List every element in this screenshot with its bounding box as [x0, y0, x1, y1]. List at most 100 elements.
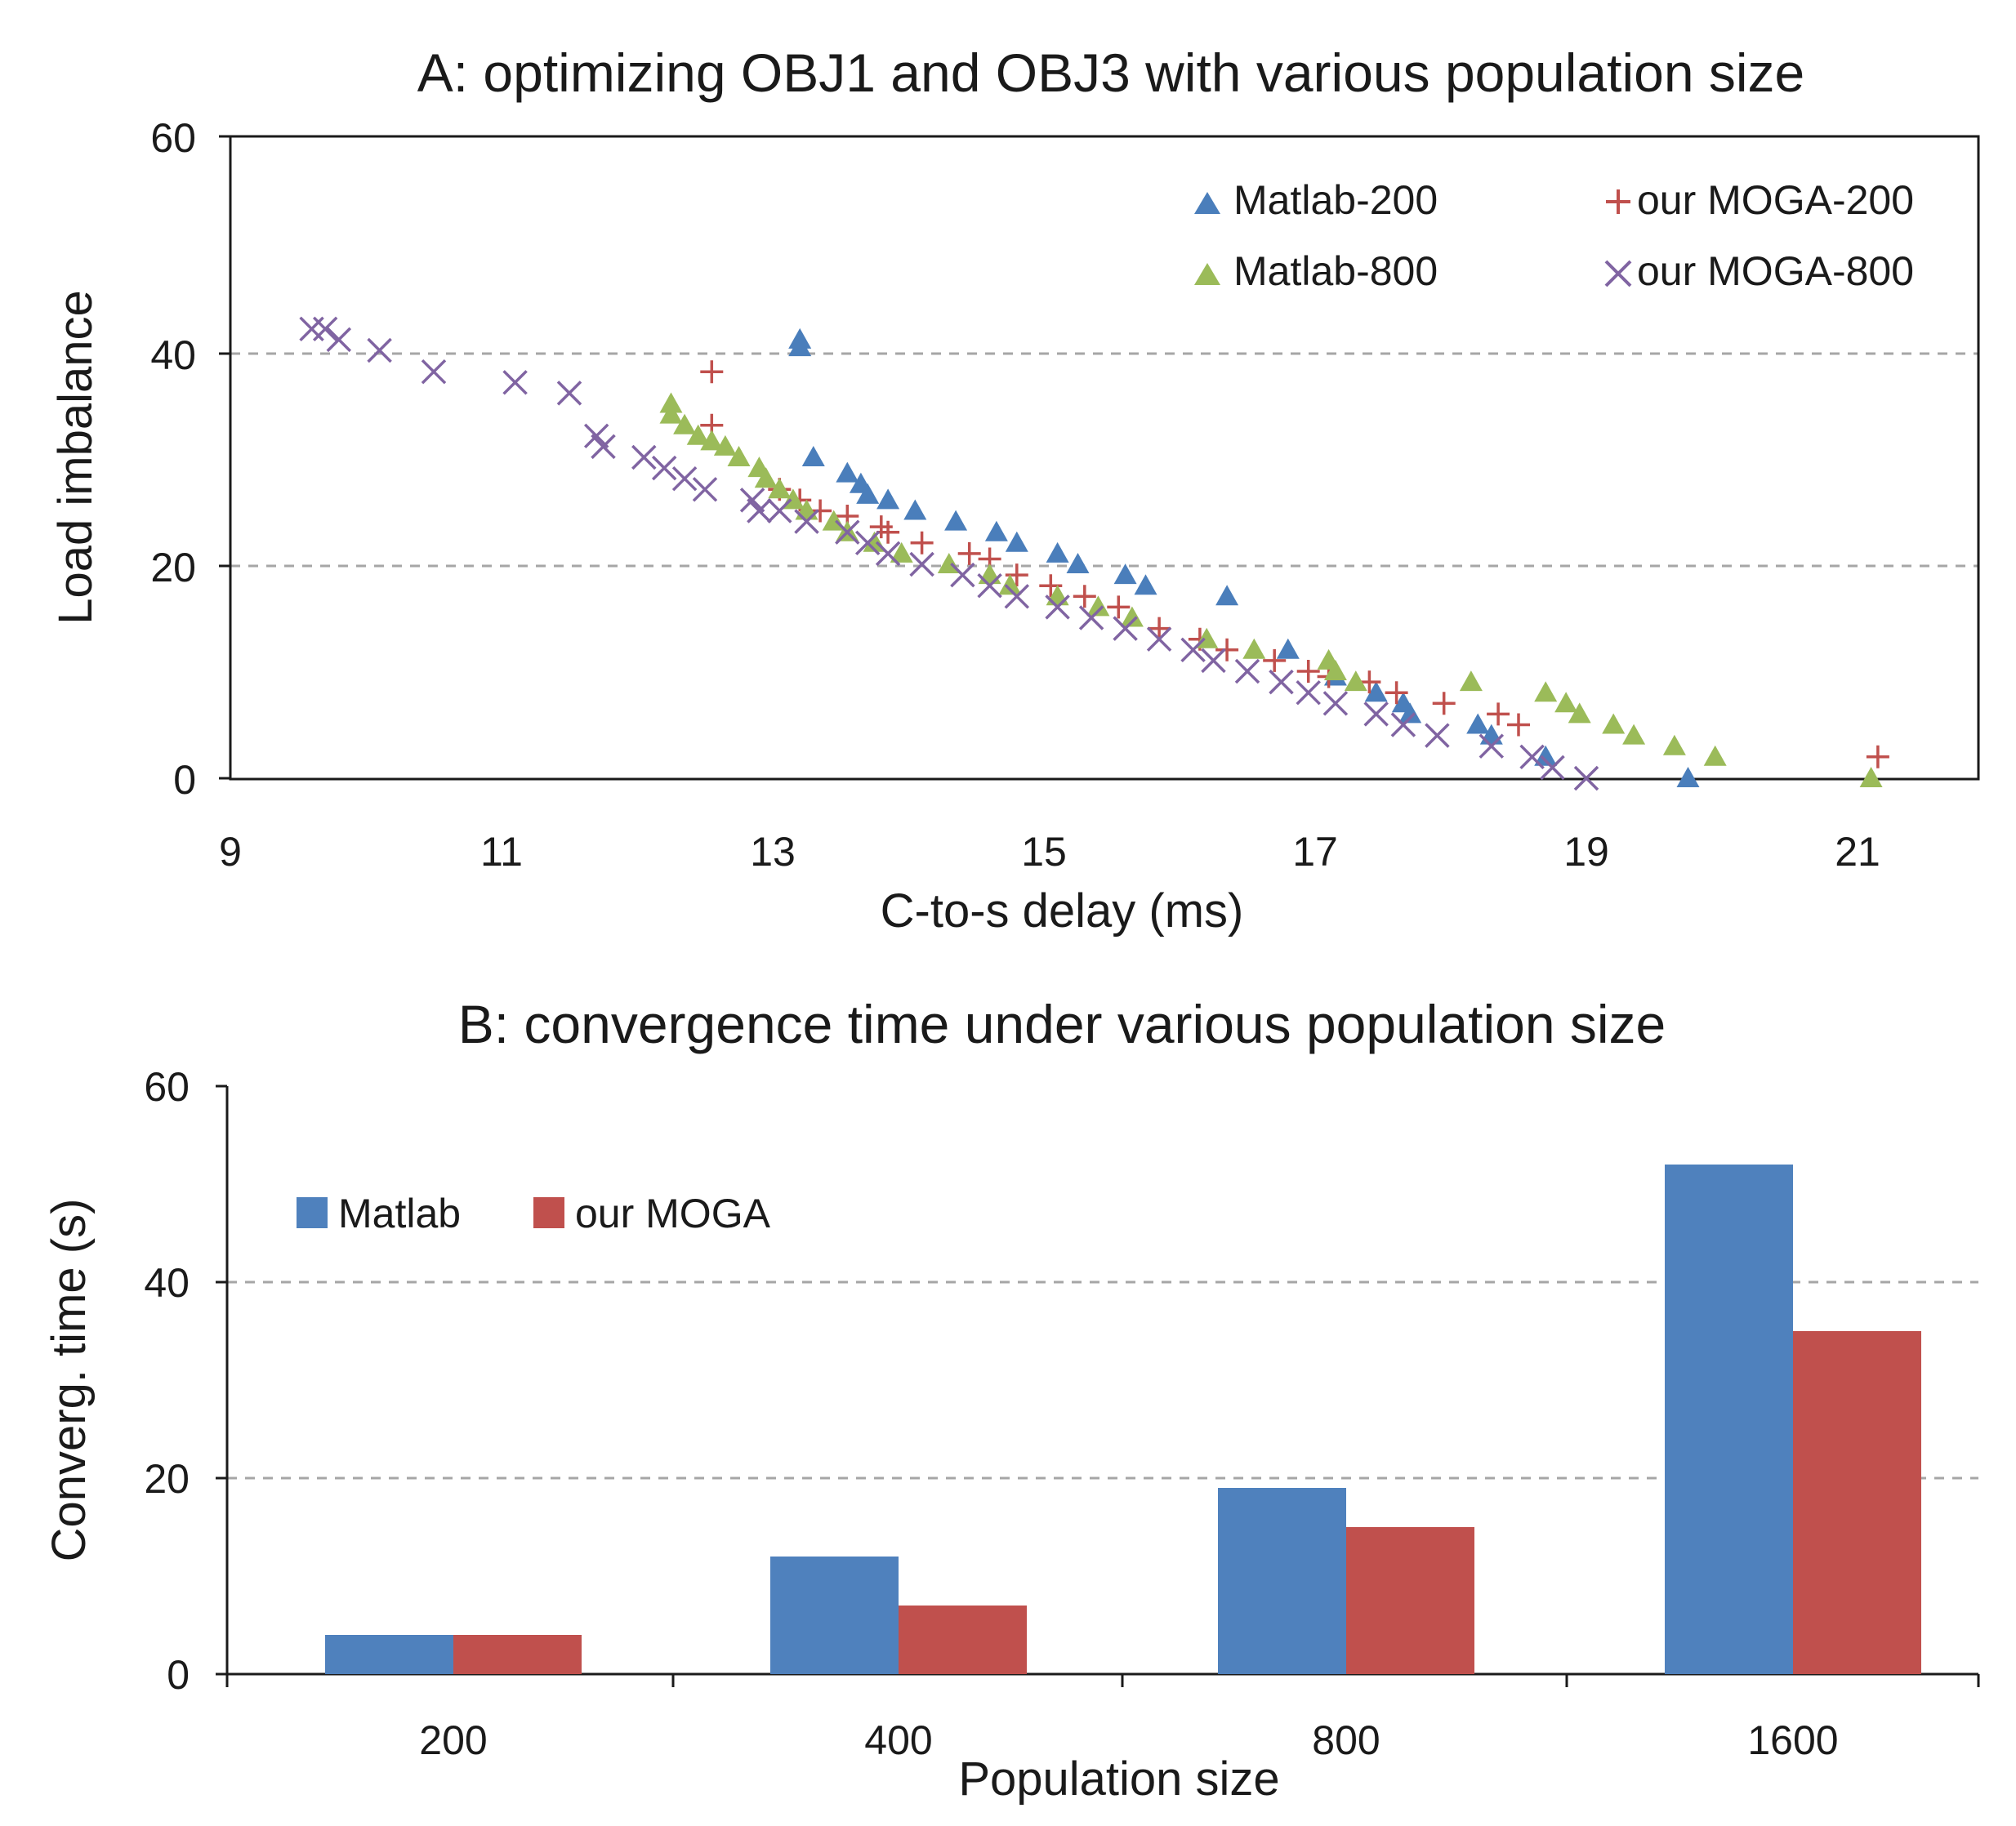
bar-our-moga-200 — [453, 1635, 582, 1674]
legend-swatch — [533, 1197, 564, 1228]
point-matlab-200 — [1276, 638, 1300, 659]
legend-marker-x-icon — [1604, 260, 1632, 287]
point-our-moga-800 — [909, 551, 934, 577]
legend-swatch — [297, 1197, 328, 1228]
point-our-moga-800 — [299, 316, 324, 342]
y-tick-label: 60 — [144, 1064, 190, 1110]
point-matlab-800 — [768, 478, 792, 499]
legend-label: Matlab-800 — [1233, 248, 1438, 294]
point-matlab-800 — [1554, 692, 1578, 713]
point-our-moga-800 — [1269, 669, 1294, 695]
scatter-points — [299, 316, 1889, 791]
legend-label: Matlab — [338, 1191, 461, 1236]
x-category-label: 200 — [419, 1717, 487, 1763]
point-our-moga-200 — [1263, 648, 1287, 672]
point-matlab-800 — [1568, 702, 1591, 724]
point-matlab-200 — [876, 488, 900, 510]
chart-b-x-axis-label: Population size — [958, 1753, 1279, 1806]
point-our-moga-200 — [1866, 745, 1889, 768]
point-our-moga-800 — [1146, 626, 1172, 652]
legend-marker-triangle-icon — [1194, 192, 1220, 214]
point-our-moga-800 — [950, 562, 975, 588]
point-our-moga-200 — [1487, 702, 1510, 726]
point-our-moga-800 — [739, 488, 765, 513]
bar-our-moga-800 — [1346, 1527, 1474, 1674]
legend-item-matlab-200: Matlab-200 — [1194, 177, 1438, 223]
legend-item-our-moga: our MOGA — [533, 1191, 771, 1236]
x-tick-label: 13 — [750, 829, 796, 875]
chart-a-x-ticks: 9 11 13 15 17 19 21 — [219, 829, 1880, 875]
point-our-moga-800 — [421, 359, 447, 385]
point-our-moga-200 — [876, 520, 900, 544]
chart-a-y-axis-label: Load imbalance — [49, 290, 102, 625]
y-tick-label: 40 — [144, 1260, 190, 1306]
point-matlab-200 — [1134, 574, 1157, 595]
point-matlab-800 — [659, 403, 683, 424]
point-matlab-800 — [1622, 724, 1646, 745]
x-category-label: 1600 — [1747, 1717, 1838, 1763]
legend-item-our-moga-800: our MOGA-800 — [1604, 248, 1914, 294]
chart-a-gridlines — [230, 352, 1978, 568]
point-our-moga-800 — [631, 444, 657, 470]
point-our-moga-200 — [700, 360, 724, 384]
point-matlab-800 — [686, 424, 710, 445]
point-matlab-800 — [1703, 745, 1727, 766]
bar-matlab-200 — [325, 1635, 453, 1674]
chart-a-title: A: optimizing OBJ1 and OBJ3 with various… — [417, 42, 1805, 103]
point-our-moga-200 — [1148, 617, 1171, 640]
point-our-moga-800 — [502, 370, 528, 395]
point-our-moga-800 — [1078, 605, 1104, 630]
chart-b-legend: Matlab our MOGA — [297, 1191, 771, 1236]
point-matlab-800 — [1534, 681, 1558, 702]
point-our-moga-800 — [591, 434, 616, 460]
chart-b-y-axis-label: Converg. time (s) — [42, 1199, 96, 1562]
legend-item-matlab: Matlab — [297, 1191, 461, 1236]
x-tick-label: 11 — [480, 829, 523, 875]
point-our-moga-200 — [957, 541, 981, 565]
point-our-moga-800 — [1425, 723, 1450, 748]
point-our-moga-800 — [1390, 712, 1416, 737]
point-matlab-800 — [1859, 767, 1883, 787]
bars — [325, 1165, 1921, 1674]
chart-a-plot-area — [229, 135, 1980, 781]
y-tick-label: 0 — [167, 1652, 190, 1698]
point-matlab-200 — [944, 510, 968, 531]
point-our-moga-800 — [1573, 765, 1599, 791]
chart-a-x-axis-label: C-to-s delay (ms) — [881, 884, 1244, 937]
point-matlab-800 — [978, 563, 1001, 585]
point-matlab-200 — [1364, 681, 1388, 702]
point-matlab-200 — [801, 446, 825, 466]
point-matlab-800 — [1242, 638, 1266, 659]
legend-item-matlab-800: Matlab-800 — [1194, 248, 1438, 294]
chart-b-x-ticks: 200 400 800 1600 — [225, 1674, 1980, 1763]
legend-label: Matlab-200 — [1233, 177, 1438, 223]
point-our-moga-800 — [875, 541, 901, 567]
point-our-moga-800 — [651, 455, 677, 481]
point-matlab-800 — [713, 434, 737, 456]
point-matlab-200 — [1398, 702, 1422, 724]
chart-b-title: B: convergence time under various popula… — [458, 994, 1666, 1054]
point-matlab-200 — [1466, 713, 1490, 734]
point-our-moga-200 — [1073, 585, 1096, 608]
point-our-moga-200 — [1005, 563, 1028, 587]
point-our-moga-800 — [1004, 584, 1030, 609]
y-tick-label: 40 — [150, 332, 196, 378]
point-our-moga-200 — [1385, 681, 1408, 705]
x-category-label: 800 — [1312, 1717, 1380, 1763]
point-our-moga-800 — [794, 509, 819, 534]
y-tick-label: 20 — [150, 545, 196, 590]
point-matlab-800 — [1323, 660, 1347, 680]
point-matlab-200 — [788, 336, 812, 357]
point-our-moga-200 — [1432, 692, 1456, 715]
x-tick-label: 9 — [219, 829, 242, 875]
point-matlab-200 — [1005, 531, 1028, 552]
scatter-chart: A: optimizing OBJ1 and OBJ3 with various… — [49, 42, 1980, 937]
bar-our-moga-400 — [899, 1606, 1027, 1674]
point-matlab-200 — [836, 461, 859, 483]
point-matlab-200 — [1113, 563, 1137, 585]
point-our-moga-800 — [1479, 733, 1505, 759]
point-matlab-800 — [1662, 734, 1686, 755]
x-category-label: 400 — [864, 1717, 932, 1763]
legend-marker-plus-icon — [1606, 189, 1630, 214]
